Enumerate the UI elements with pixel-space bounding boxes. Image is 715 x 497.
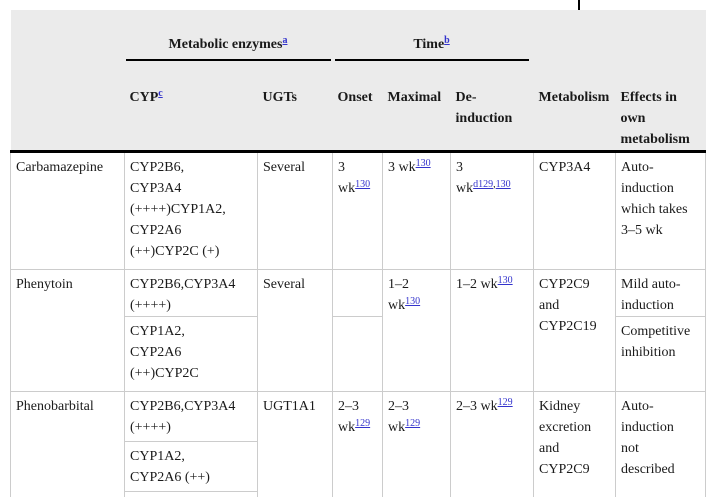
cell-cyp: CYP2B6,CYP3A4 (++++) — [124, 269, 258, 317]
reference-link[interactable]: 129 — [405, 418, 421, 429]
cell-ugts: Several — [256, 151, 334, 270]
cell-metabolism: CYP2C9 and CYP2C19 — [533, 269, 617, 392]
sup-separator: , — [493, 179, 496, 190]
column-header-ugts: UGTs — [257, 82, 333, 153]
header-spacer — [533, 10, 616, 82]
cell-effects: Mild auto- induction — [615, 269, 707, 317]
column-header-metabolism: Metabolism — [533, 82, 616, 153]
clipped-rule-fragment — [578, 0, 580, 10]
spanner-time: Timeb — [332, 10, 534, 82]
drug-name: Phenobarbital — [10, 391, 125, 497]
reference-link[interactable]: 129 — [355, 418, 371, 429]
cell-cyp: CYP2C, CYP2E1 (+) — [124, 491, 258, 497]
cell-ugts: UGT1A1 — [256, 391, 334, 497]
cell-deinduction: 1–2 wk130 — [450, 269, 535, 392]
cell-maximal: 1–2 wk130 — [382, 269, 452, 392]
cell-cyp: CYP2B6,CYP3A4 (++++) — [124, 391, 258, 442]
spanner-label: Time — [413, 37, 445, 52]
cell-metabolism: CYP3A4 — [533, 151, 617, 270]
column-header-effects: Effects in own metabolism — [615, 82, 706, 153]
footnote-link-a[interactable]: a — [282, 35, 288, 46]
cell-ugts: Several — [256, 269, 334, 392]
cell-cyp: CYP1A2, CYP2A6 (++)CYP2C — [124, 316, 258, 392]
cell-onset: 3 wk130 — [332, 151, 384, 270]
column-header-cyp: CYPc — [124, 82, 258, 153]
cell-metabolism: Kidney excretion and CYP2C9 — [533, 391, 617, 497]
reference-link[interactable]: 130 — [355, 179, 371, 190]
cell-deinduction: 3 wkd129,130 — [450, 151, 535, 270]
drug-name: Carbamazepine — [10, 151, 125, 270]
enzyme-induction-table: Metabolic enzymesa Timeb CYPc UGTs Onset… — [10, 10, 707, 497]
cell-cyp: CYP2B6, CYP3A4 (++++)CYP1A2, CYP2A6 (++)… — [124, 151, 258, 270]
cell-maximal: 2–3 wk129 — [382, 391, 452, 497]
footnote-link-c[interactable]: c — [158, 88, 163, 99]
spanner-label: Metabolic enzymes — [168, 37, 283, 52]
table-row: Carbamazepine CYP2B6, CYP3A4 (++++)CYP1A… — [10, 151, 707, 270]
column-header-maximal: Maximal — [382, 82, 451, 153]
reference-link[interactable]: 130 — [497, 275, 513, 286]
table-row: Phenobarbital CYP2B6,CYP3A4 (++++) UGT1A… — [10, 391, 707, 497]
table-row: Phenytoin CYP2B6,CYP3A4 (++++) Several 1… — [10, 269, 707, 392]
column-header-deinduction: De- induction — [450, 82, 534, 153]
column-header-onset: Onset — [332, 82, 383, 153]
drug-name: Phenytoin — [10, 269, 125, 392]
header-spacer — [615, 10, 706, 82]
cell-effects: Auto- induction which takes 3–5 wk — [615, 151, 707, 270]
table-row: CYP2C, CYP2E1 (+) — [11, 491, 706, 497]
cell-onset: 2–3 wk129 — [332, 391, 384, 497]
reference-link[interactable]: d129 — [473, 179, 494, 190]
reference-link[interactable]: 129 — [497, 397, 513, 408]
spanner-metabolic-enzymes: Metabolic enzymesa — [124, 10, 333, 82]
header-corner-cell — [10, 10, 125, 153]
cell-cyp: CYP1A2, CYP2A6 (++) — [124, 441, 258, 492]
table-row: CYP1A2, CYP2A6 (++)CYP2C Competitive inh… — [11, 316, 707, 392]
reference-link[interactable]: 130 — [405, 296, 421, 307]
cell-effects: Competitive inhibition — [615, 316, 707, 392]
cell-onset — [332, 316, 384, 392]
reference-link[interactable]: 130 — [415, 158, 431, 169]
table-row: CYP1A2, CYP2A6 (++) — [11, 441, 706, 492]
footnote-link-b[interactable]: b — [444, 35, 450, 46]
cell-deinduction: 2–3 wk129 — [450, 391, 535, 497]
table-header: Metabolic enzymesa Timeb CYPc UGTs Onset… — [10, 10, 706, 153]
cell-effects: Auto- induction not described — [615, 391, 707, 497]
reference-link[interactable]: 130 — [495, 179, 511, 190]
cell-maximal: 3 wk130 — [382, 151, 452, 270]
cell-onset — [332, 269, 384, 317]
